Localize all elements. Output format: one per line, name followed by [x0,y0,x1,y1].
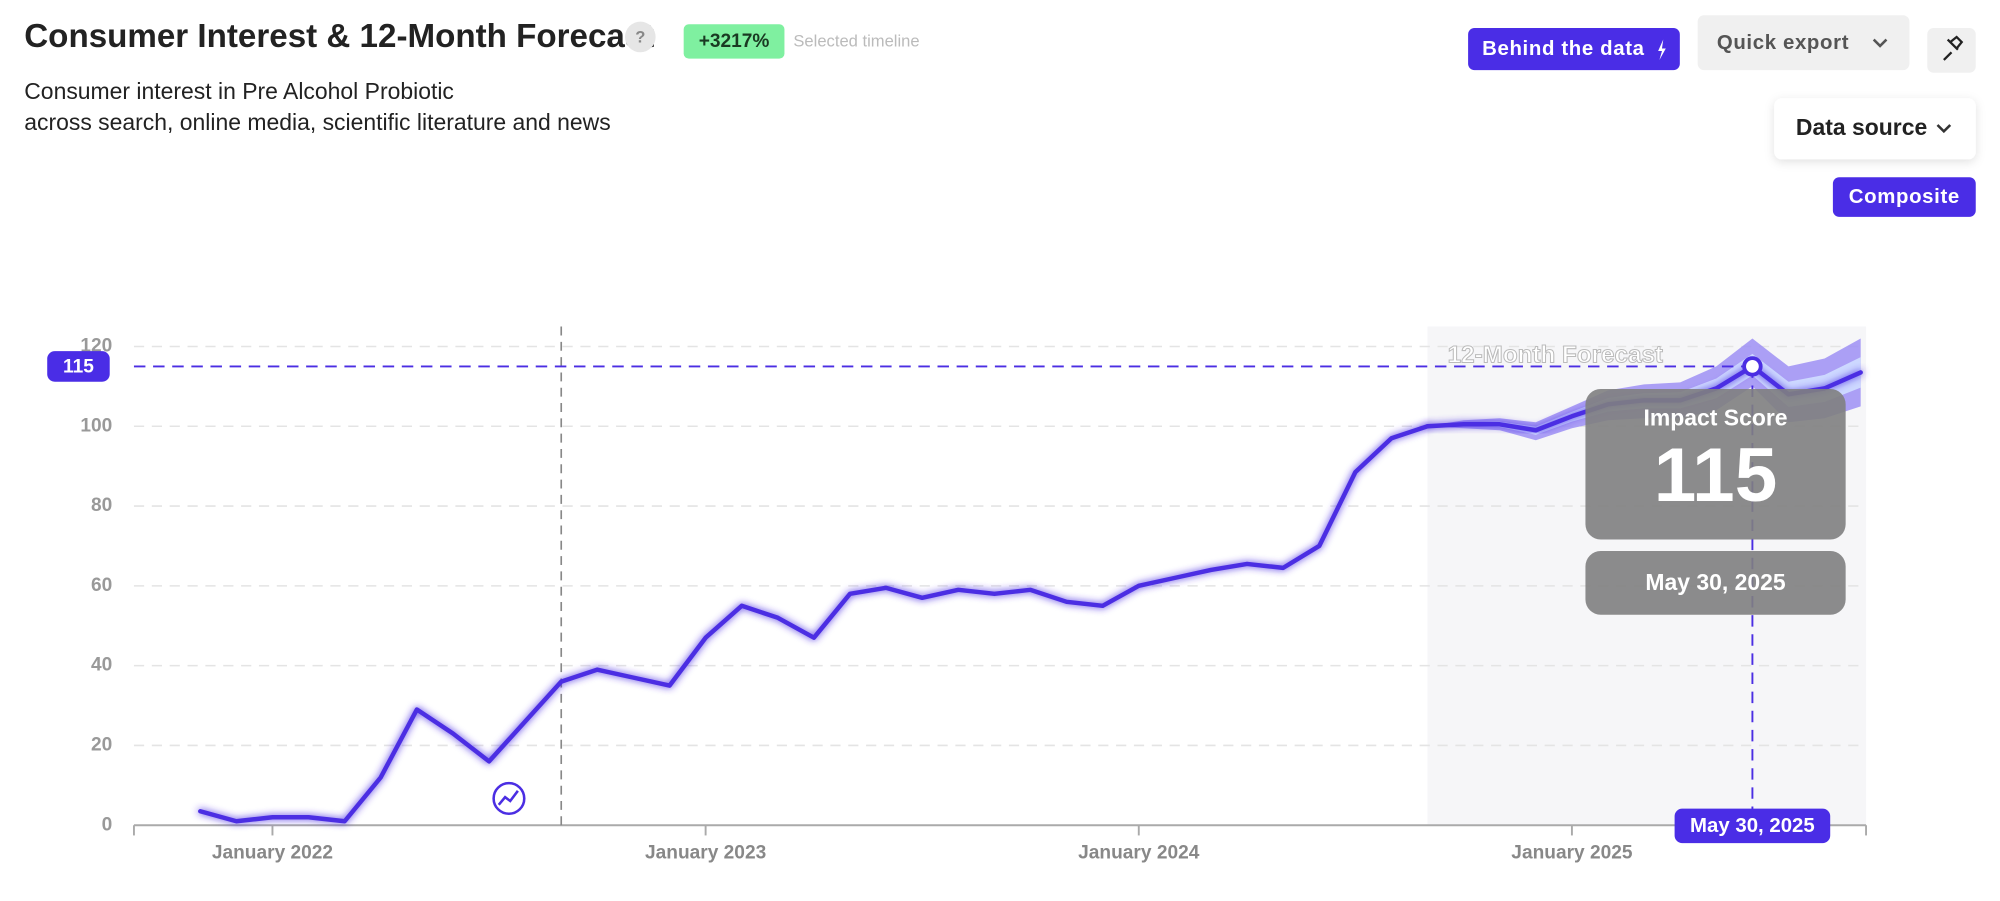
help-button[interactable] [625,21,656,53]
event-icon-glyph [497,790,519,806]
tooltip-date-box [1585,551,1846,615]
forecast-annotation: 12-Month Forecast [1448,341,1663,368]
subtitle: Consumer interest in Pre Alcohol Probiot… [24,78,454,104]
x-tick-label: January 2025 [1511,842,1633,863]
composite-button[interactable] [1832,177,1976,217]
change-value: +3217% [699,31,770,52]
x-tick-label: January 2023 [645,842,766,863]
tooltip-label: Impact Score [1644,405,1788,431]
y-tick-label: 20 [91,734,112,755]
pin-icon [1943,35,1964,61]
data-source-dropdown[interactable] [1774,98,1976,160]
chevron-icon [1872,38,1888,48]
behind-data-button[interactable] [1468,28,1680,71]
y-tick-label: 80 [91,495,112,516]
x-tick-label: January 2022 [212,842,333,863]
highlight-point [1742,356,1763,377]
help-icon[interactable]: ? [635,28,645,47]
data-source-label[interactable]: Data source [1796,114,1927,140]
y-tick-label: 60 [91,575,112,596]
change-label: Selected timeline [793,31,919,50]
tooltip-date: May 30, 2025 [1645,569,1786,595]
quick-export-label[interactable]: Quick export [1717,32,1849,54]
y-value-chip [47,351,110,382]
y-tick-label: 0 [102,814,113,835]
x-date-chip-label: May 30, 2025 [1690,815,1815,837]
lightning-icon [1658,39,1666,60]
behind-data-label[interactable]: Behind the data [1482,38,1645,60]
quick-export-button[interactable] [1697,15,1910,71]
tooltip-value: 115 [1654,433,1777,518]
x-date-chip [1674,808,1831,844]
subtitle: across search, online media, scientific … [24,109,610,135]
y-value-chip-label: 115 [63,357,94,378]
tooltip-box [1585,389,1846,540]
change-badge [683,24,785,59]
y-tick-label: 40 [91,655,112,676]
pin-button[interactable] [1927,28,1976,73]
line [198,424,1430,824]
y-tick-label: 100 [80,415,112,436]
composite-label[interactable]: Composite [1849,186,1960,208]
chevron-icon [1936,124,1952,134]
x-tick-label: January 2024 [1078,842,1200,863]
event-icon [492,781,526,816]
title: Consumer Interest & 12-Month Forecast [24,18,654,55]
